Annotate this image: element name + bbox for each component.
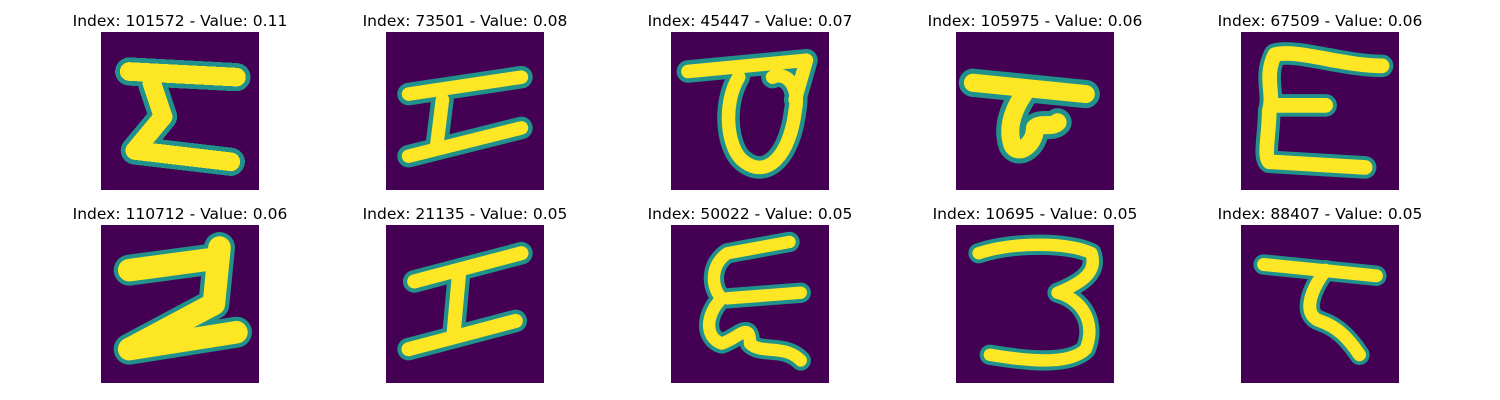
panel-title: Index: 50022 - Value: 0.05 xyxy=(647,205,853,223)
panel-title: Index: 101572 - Value: 0.11 xyxy=(72,12,288,30)
glyph-image-t-curl xyxy=(1241,225,1399,383)
glyph-image-e-wavy xyxy=(671,225,829,383)
panel-3: Index: 45447 - Value: 0.07 xyxy=(615,10,885,190)
panel-6: Index: 110712 - Value: 0.06 xyxy=(45,203,315,383)
panel-4: Index: 105975 - Value: 0.06 xyxy=(900,10,1170,190)
panel-title: Index: 45447 - Value: 0.07 xyxy=(647,12,853,30)
panel-1: Index: 101572 - Value: 0.11 xyxy=(45,10,315,190)
panel-5: Index: 67509 - Value: 0.06 xyxy=(1185,10,1455,190)
panel-title: Index: 67509 - Value: 0.06 xyxy=(1217,12,1423,30)
panel-2: Index: 73501 - Value: 0.08 xyxy=(330,10,600,190)
panel-9: Index: 10695 - Value: 0.05 xyxy=(900,203,1170,383)
panel-title: Index: 88407 - Value: 0.05 xyxy=(1217,205,1423,223)
glyph-image-z xyxy=(101,225,259,383)
glyph-image-i xyxy=(386,225,544,383)
glyph-image-loop xyxy=(671,32,829,190)
panel-10: Index: 88407 - Value: 0.05 xyxy=(1185,203,1455,383)
glyph-image-3 xyxy=(956,225,1114,383)
panel-title: Index: 105975 - Value: 0.06 xyxy=(927,12,1143,30)
glyph-image-e xyxy=(1241,32,1399,190)
panel-8: Index: 50022 - Value: 0.05 xyxy=(615,203,885,383)
glyph-image-t-curl xyxy=(956,32,1114,190)
panel-7: Index: 21135 - Value: 0.05 xyxy=(330,203,600,383)
panel-title: Index: 10695 - Value: 0.05 xyxy=(932,205,1138,223)
panel-title: Index: 73501 - Value: 0.08 xyxy=(362,12,568,30)
panel-title: Index: 21135 - Value: 0.05 xyxy=(362,205,568,223)
glyph-image-sigma xyxy=(101,32,259,190)
glyph-image-i xyxy=(386,32,544,190)
panel-title: Index: 110712 - Value: 0.06 xyxy=(72,205,288,223)
